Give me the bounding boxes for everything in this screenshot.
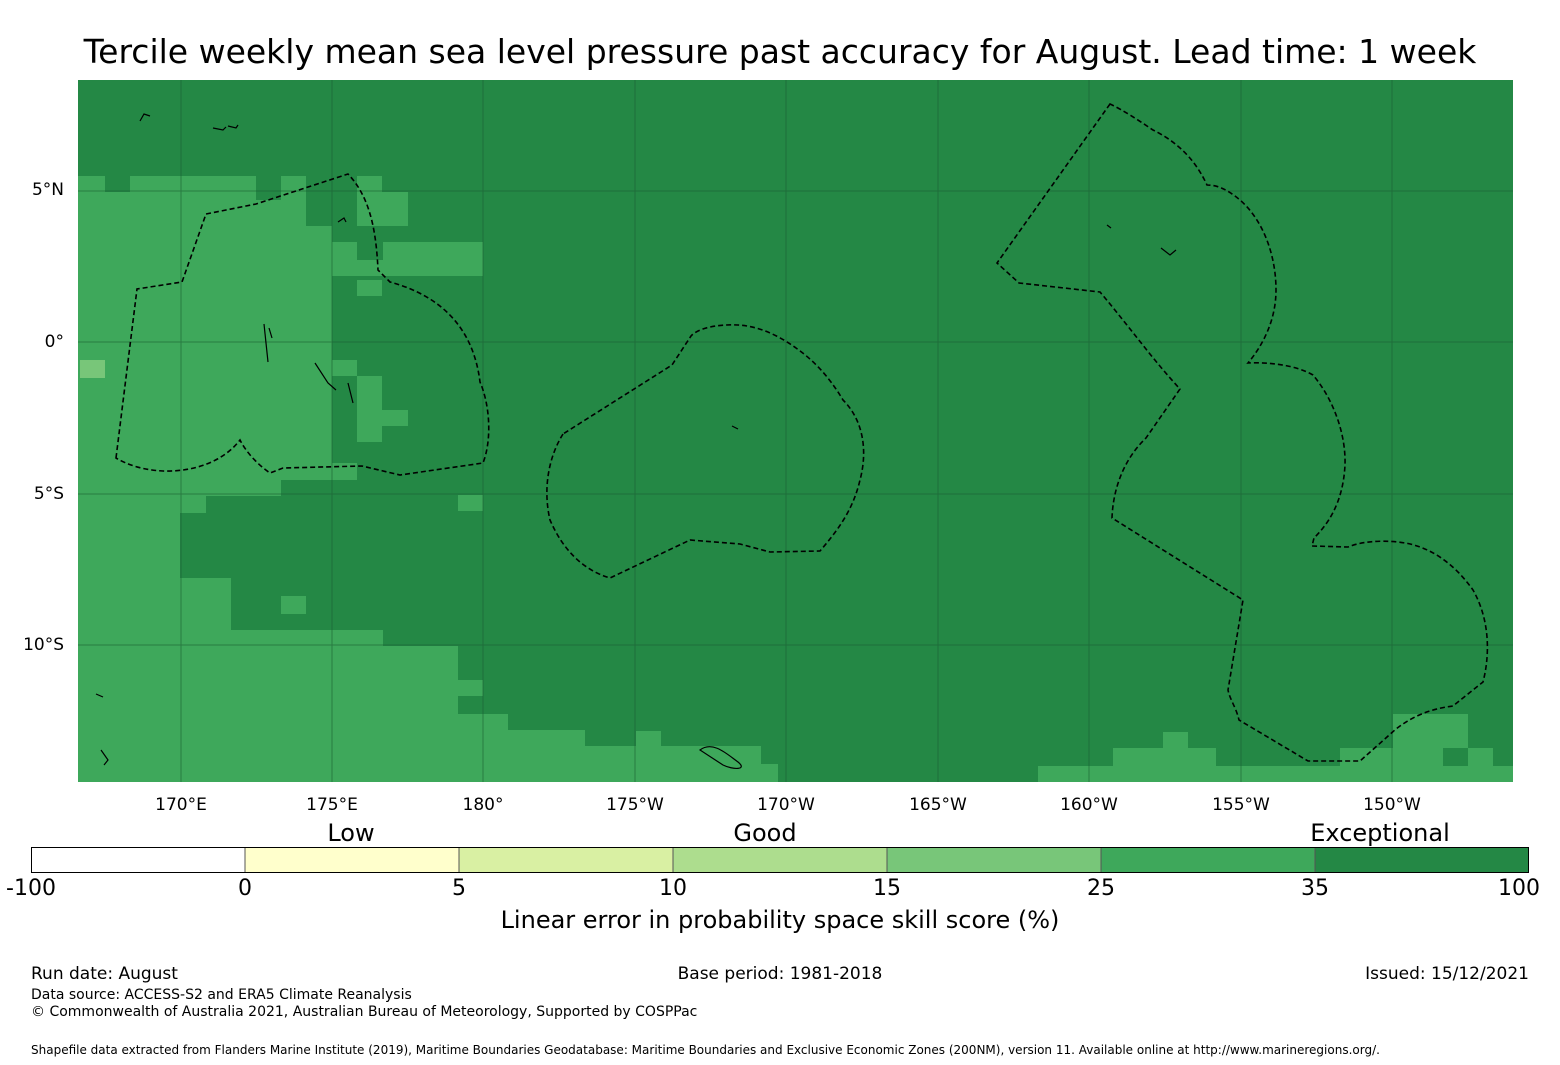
colorbar-tick: 100	[1498, 876, 1540, 901]
gridlines	[78, 80, 1513, 782]
base-period: Base period: 1981-2018	[677, 964, 883, 984]
lon-tick-155w: 155°W	[1212, 795, 1270, 815]
patch	[458, 495, 483, 511]
legend-category-low: Low	[327, 819, 375, 847]
lon-tick-175w: 175°W	[606, 795, 664, 815]
lon-tick-170w: 170°W	[757, 795, 815, 815]
patch	[357, 192, 408, 226]
issued-date: Issued: 15/12/2021	[1365, 964, 1529, 984]
skill-score-map	[78, 80, 1513, 782]
colorbar-tick: 35	[1301, 876, 1329, 901]
colorbar-tick: 5	[452, 876, 466, 901]
colorbar-tick: -100	[6, 876, 56, 901]
data-source: Data source: ACCESS-S2 and ERA5 Climate …	[31, 987, 412, 1003]
lat-tick-0: 0°	[44, 332, 64, 352]
colorbar-segment	[1315, 847, 1529, 873]
colorbar-tick: 15	[873, 876, 901, 901]
patch-dark	[306, 596, 331, 630]
legend-category-exceptional: Exceptional	[1310, 819, 1450, 847]
eez-west	[115, 173, 490, 476]
patch-dark	[180, 513, 231, 578]
patch	[332, 360, 357, 376]
colorbar-tick: 0	[238, 876, 252, 901]
eez-east	[995, 102, 1489, 762]
shapefile-credit: Shapefile data extracted from Flanders M…	[31, 1043, 1380, 1057]
colorbar-frame	[31, 847, 1529, 873]
patch-dark	[1443, 748, 1468, 766]
patch	[357, 280, 382, 296]
patch	[332, 242, 357, 258]
colorbar-label: Linear error in probability space skill …	[500, 906, 1060, 934]
lon-tick-165w: 165°W	[909, 795, 967, 815]
colorbar-segment	[459, 847, 673, 873]
lat-tick-5s: 5°S	[33, 484, 64, 504]
patch-light	[80, 360, 105, 378]
colorbar	[31, 847, 1529, 873]
patch	[357, 426, 382, 442]
lon-tick-150w: 150°W	[1363, 795, 1421, 815]
chart-title: Tercile weekly mean sea level pressure p…	[83, 32, 1477, 71]
lat-tick-5n: 5°N	[31, 180, 64, 200]
patch	[357, 376, 382, 410]
patch-dark	[231, 596, 256, 630]
patch	[357, 176, 382, 192]
region-high-skill-west	[78, 176, 778, 782]
legend-category-good: Good	[733, 819, 797, 847]
colorbar-segment	[887, 847, 1101, 873]
eez-boundaries	[115, 102, 1489, 762]
colorbar-segment	[1101, 847, 1315, 873]
lon-tick-175e: 175°E	[306, 795, 358, 815]
colorbar-segment	[245, 847, 459, 873]
colorbar-tick: 25	[1087, 876, 1115, 901]
patch	[357, 410, 408, 426]
colorbar-tick: 10	[659, 876, 687, 901]
colorbar-segment	[673, 847, 887, 873]
patch	[383, 242, 483, 276]
lon-tick-180: 180°	[462, 795, 504, 815]
lat-tick-10s: 10°S	[23, 635, 64, 655]
patch-dark	[281, 596, 306, 614]
lon-tick-170e: 170°E	[155, 795, 207, 815]
islands	[95, 113, 1177, 769]
copyright: © Commonwealth of Australia 2021, Austra…	[31, 1004, 698, 1020]
run-date: Run date: August	[31, 964, 178, 984]
lon-tick-160w: 160°W	[1060, 795, 1118, 815]
colorbar-segment	[31, 847, 245, 873]
eez-central	[546, 324, 865, 579]
